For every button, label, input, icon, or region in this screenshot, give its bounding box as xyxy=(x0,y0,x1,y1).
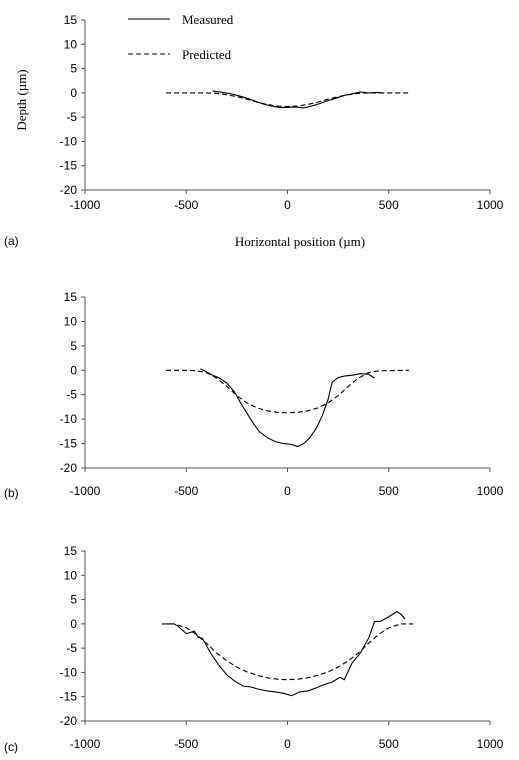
x-tick-label: -1000 xyxy=(70,737,101,751)
chart-panel-c: (c) 15 10 5 0 -5 -10 -15 -20 -1000 -500 0 500 1000 xyxy=(4,544,504,754)
y-tick-label: 0 xyxy=(70,617,77,631)
y-tick-label: -10 xyxy=(60,134,78,148)
measured-series-line xyxy=(166,611,406,697)
x-tick-label: 500 xyxy=(379,198,399,212)
x-axis-label: Horizontal position (µm) xyxy=(235,234,365,249)
y-tick-label: 5 xyxy=(70,62,77,76)
predicted-series-line xyxy=(161,623,414,681)
measured-series-line xyxy=(200,368,375,448)
legend-measured-label: Measured xyxy=(182,12,234,27)
y-tick-label: 10 xyxy=(64,37,78,51)
y-tick-label: 10 xyxy=(64,568,78,582)
x-tick-label: 0 xyxy=(284,198,291,212)
y-tick-label: 15 xyxy=(64,290,78,304)
y-tick-label: 15 xyxy=(64,544,78,558)
x-tick-label: 1000 xyxy=(477,484,504,498)
panel-label: (b) xyxy=(4,486,19,500)
x-tick-label: 500 xyxy=(379,737,399,751)
y-tick-label: -10 xyxy=(60,665,78,679)
y-tick-label: -15 xyxy=(60,159,78,173)
y-tick-label: -5 xyxy=(66,388,77,402)
y-tick-label: -20 xyxy=(60,714,78,728)
y-tick-label: -5 xyxy=(66,110,77,124)
y-tick-label: -15 xyxy=(60,437,78,451)
x-tick-label: -1000 xyxy=(70,484,101,498)
panel-label: (c) xyxy=(4,740,18,754)
y-tick-label: 0 xyxy=(70,86,77,100)
panel-label: (a) xyxy=(4,234,19,248)
y-tick-label: 15 xyxy=(64,13,78,27)
x-tick-label: -500 xyxy=(174,737,198,751)
y-tick-label: 0 xyxy=(70,363,77,377)
y-axis-label: Depth (µm) xyxy=(14,69,29,130)
x-tick-label: 0 xyxy=(284,737,291,751)
legend: Measured Predicted xyxy=(128,12,234,62)
x-tick-label: 500 xyxy=(379,484,399,498)
y-tick-label: -5 xyxy=(66,641,77,655)
x-tick-label: -500 xyxy=(174,484,198,498)
measured-series-line xyxy=(212,90,383,109)
y-tick-label: -15 xyxy=(60,690,78,704)
y-tick-label: 5 xyxy=(70,339,77,353)
predicted-series-line xyxy=(166,369,410,414)
y-tick-label: 5 xyxy=(70,593,77,607)
x-tick-label: 1000 xyxy=(477,198,504,212)
y-tick-label: -20 xyxy=(60,183,78,197)
predicted-series-line xyxy=(166,92,409,108)
chart-panel-a: Depth (µm) Horizontal position (µm) (a) … xyxy=(4,12,504,249)
x-tick-label: 0 xyxy=(284,484,291,498)
y-tick-label: 10 xyxy=(64,314,78,328)
y-tick-label: -10 xyxy=(60,412,78,426)
x-tick-label: -500 xyxy=(174,198,198,212)
x-tick-label: -1000 xyxy=(70,198,101,212)
x-tick-label: 1000 xyxy=(477,737,504,751)
chart-panel-b: (b) 15 10 5 0 -5 -10 -15 -20 -1000 -500 0 500 1000 xyxy=(4,290,504,500)
y-tick-label: -20 xyxy=(60,461,78,475)
legend-predicted-label: Predicted xyxy=(182,47,232,62)
